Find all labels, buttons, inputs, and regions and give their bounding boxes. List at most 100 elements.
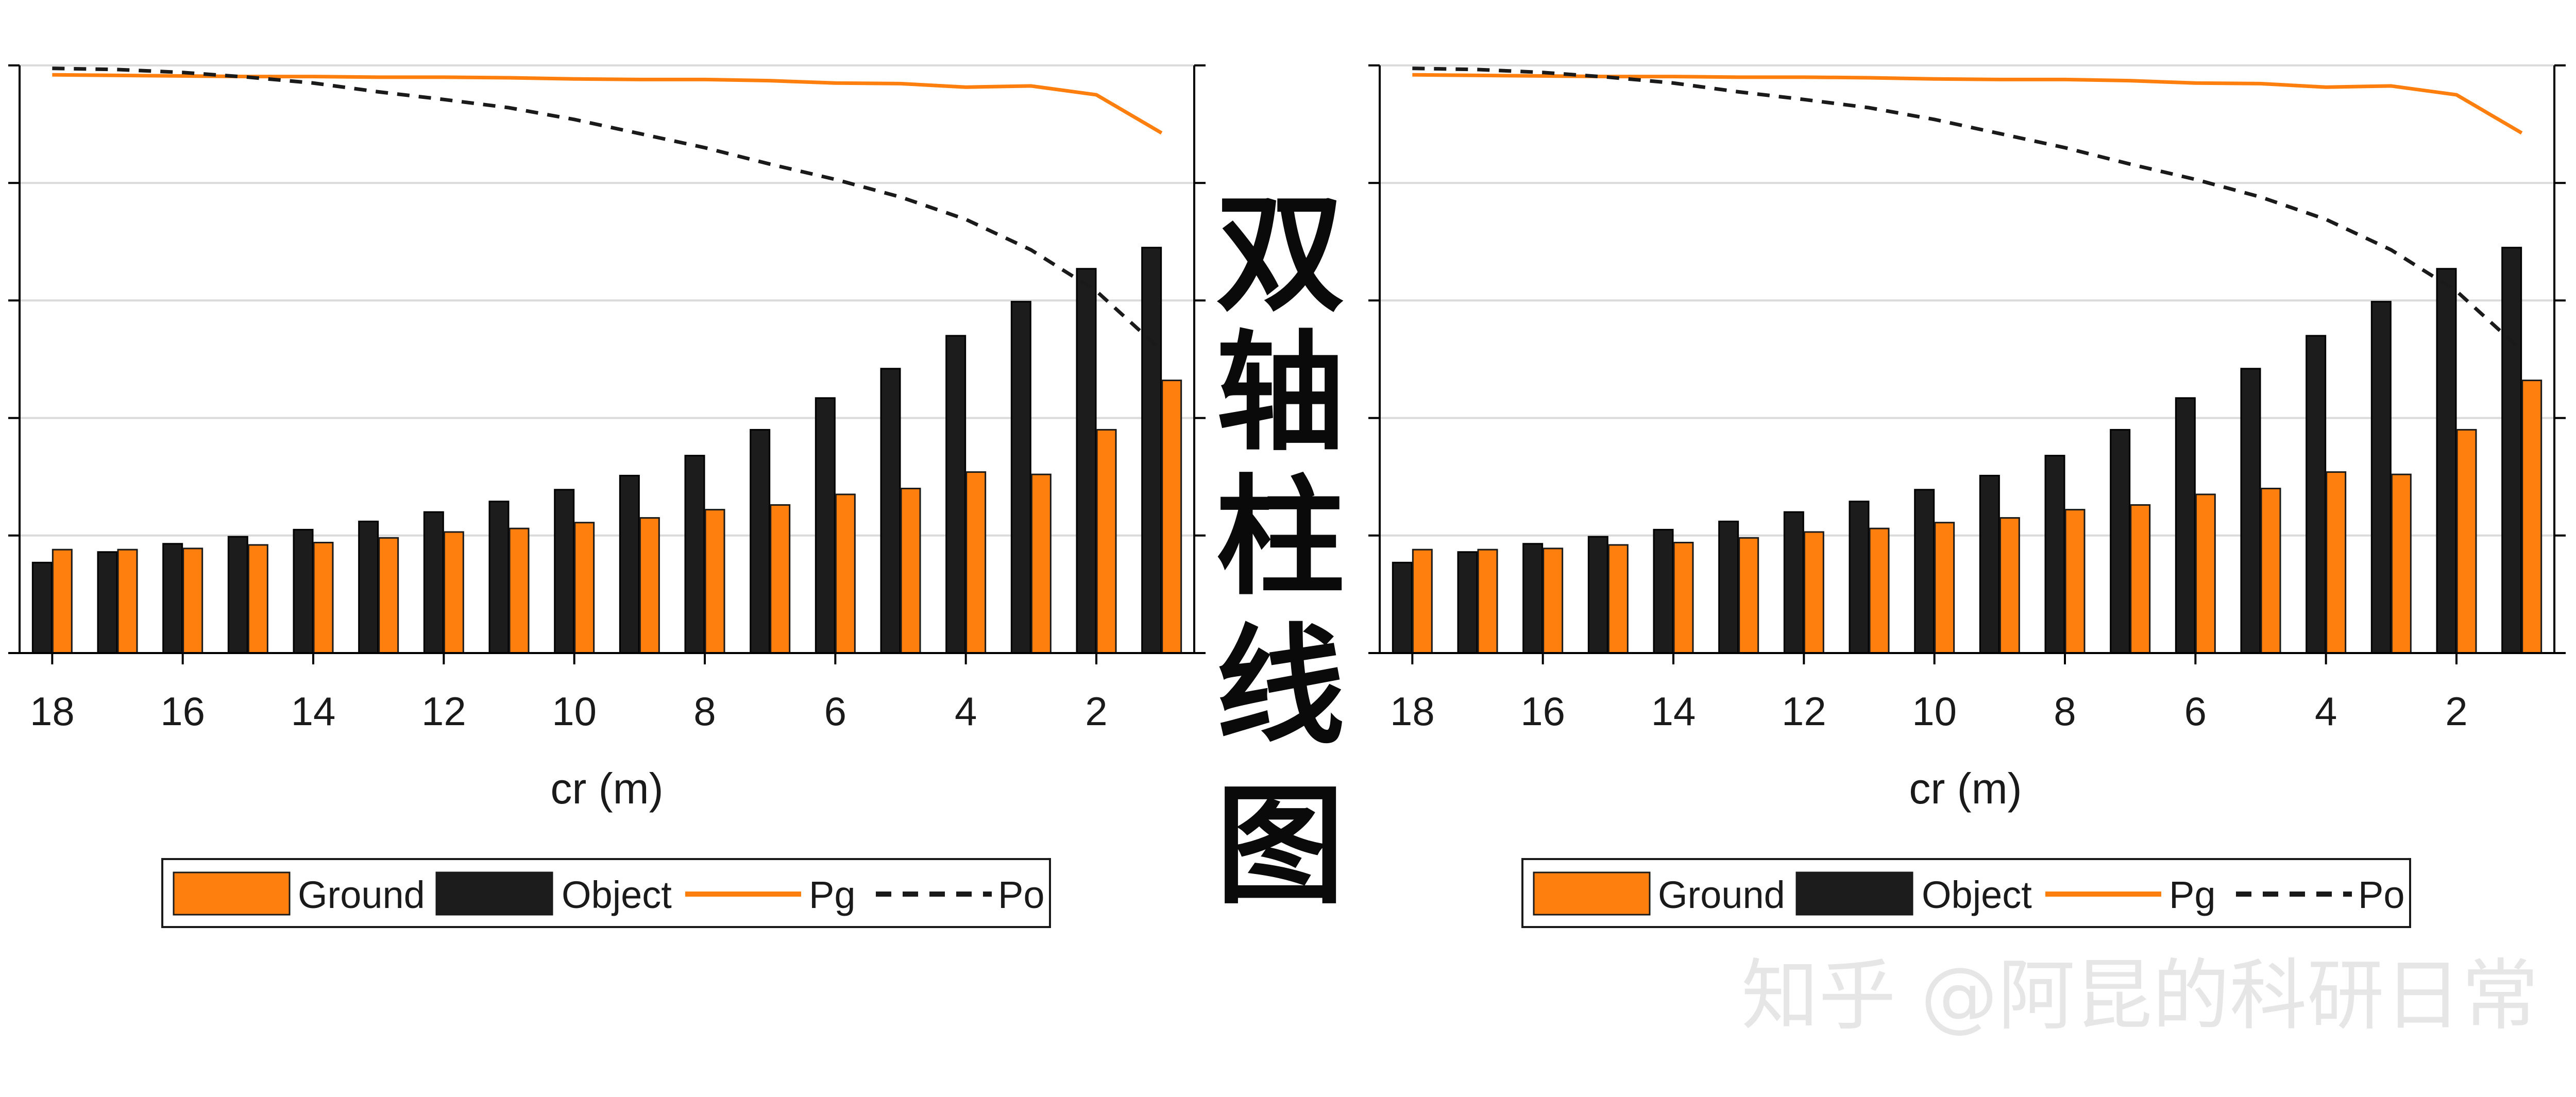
bar-ground — [900, 488, 921, 654]
line-po — [1412, 66, 2523, 352]
bar-ground — [1607, 544, 1629, 654]
bar-ground — [2195, 493, 2216, 654]
calligraphy-char-4: 线 — [1216, 610, 1345, 762]
bar-ground — [2521, 380, 2543, 654]
bar-object — [2175, 397, 2196, 654]
bar-ground — [1673, 541, 1694, 654]
x-tick-label: 2 — [2445, 689, 2467, 734]
bar-ground — [1477, 548, 1498, 654]
calligraphy-char-5: 图 — [1216, 770, 1345, 921]
bar-object — [1392, 561, 1413, 654]
x-tick-label: 18 — [30, 689, 75, 734]
x-tick-label: 8 — [2054, 689, 2076, 734]
bar-object — [1849, 501, 1870, 654]
bar-ground — [52, 548, 73, 654]
bar-object — [1718, 520, 1739, 654]
line-po — [52, 66, 1163, 352]
bar-object — [554, 489, 575, 654]
x-tick-label: 8 — [693, 689, 716, 734]
bar-object — [2501, 247, 2522, 654]
x-tick-label: 10 — [552, 689, 597, 734]
bar-object — [2370, 301, 2392, 654]
x-tick-label: 18 — [1390, 689, 1435, 734]
x-tick-label: 12 — [421, 689, 466, 734]
bar-object — [2110, 428, 2131, 654]
calligraphy-char-3: 柱 — [1216, 461, 1345, 612]
bar-ground — [639, 517, 660, 654]
bar-ground — [1738, 537, 1759, 654]
x-axis-title-left: cr (m) — [550, 764, 663, 813]
bar-ground — [378, 537, 399, 654]
bar-object — [1653, 528, 1674, 654]
chart-panel-right: 18 16 14 12 10 8 6 4 2 — [1368, 64, 2566, 734]
legend-label-pg-left: Pg — [809, 873, 856, 916]
bar-ground — [1869, 527, 1890, 654]
bar-object — [2436, 268, 2457, 654]
bar-ground — [574, 522, 595, 654]
legend-swatch-object-right — [1795, 871, 1913, 916]
legend-label-ground-left: Ground — [298, 873, 425, 916]
bar-ground — [1412, 548, 1433, 654]
bar-object — [1141, 247, 1162, 654]
bar-ground — [313, 541, 334, 654]
bar-ground — [1803, 531, 1824, 654]
bar-ground — [704, 509, 725, 654]
bar-object — [162, 543, 183, 654]
bar-ground — [2260, 488, 2281, 654]
bar-object — [1010, 301, 1031, 654]
bar-ground — [965, 471, 987, 654]
bar-object — [2044, 455, 2065, 654]
bar-object — [1783, 511, 1804, 654]
x-tick-label: 6 — [824, 689, 846, 734]
legend-label-ground-right: Ground — [1658, 873, 1785, 916]
bar-object — [2240, 368, 2261, 654]
bar-ground — [1161, 380, 1182, 654]
legend-label-object-right: Object — [1922, 873, 2032, 916]
legend-label-po-left: Po — [998, 873, 1045, 916]
bar-object — [1979, 474, 2000, 654]
bar-ground — [2130, 504, 2151, 654]
x-axis-title-right: cr (m) — [1909, 764, 2022, 813]
bar-ground — [835, 493, 856, 654]
bar-object — [293, 528, 314, 654]
legend-label-po-right: Po — [2358, 873, 2405, 916]
bar-ground — [1543, 547, 1564, 654]
bar-ground — [443, 531, 464, 654]
x-tick-label: 12 — [1782, 689, 1826, 734]
x-tick-label: 4 — [955, 689, 977, 734]
bar-object — [945, 335, 967, 654]
legend-swatch-object-left — [435, 871, 553, 916]
bar-object — [880, 368, 901, 654]
bar-object — [227, 536, 248, 654]
bar-ground — [2456, 428, 2477, 654]
bar-object — [97, 551, 118, 654]
bar-ground — [1934, 522, 1955, 654]
legend-right: Ground Object Pg Po — [1521, 858, 2411, 928]
bar-object — [684, 455, 705, 654]
bar-ground — [182, 547, 204, 654]
x-tick-label: 16 — [160, 689, 205, 734]
bar-object — [31, 561, 53, 654]
bar-object — [2306, 335, 2327, 654]
chart-panel-left: 18 16 14 12 10 8 6 4 2 — [8, 64, 1206, 734]
bar-ground — [2064, 509, 2086, 654]
x-tick-label: 14 — [291, 689, 336, 734]
watermark-text: 知乎 @阿昆的科研日常 — [1741, 951, 2539, 1041]
calligraphy-title: 双 轴 柱 线 图 — [1216, 178, 1345, 921]
bar-object — [423, 511, 444, 654]
bar-object — [358, 520, 379, 654]
bar-object — [1457, 551, 1478, 654]
x-tick-label: 6 — [2184, 689, 2207, 734]
bar-ground — [1030, 473, 1052, 654]
bar-object — [619, 474, 640, 654]
bar-ground — [1999, 517, 2020, 654]
bar-object — [1076, 268, 1097, 654]
bar-ground — [1096, 428, 1117, 654]
x-tick-label: 10 — [1912, 689, 1957, 734]
bar-ground — [770, 504, 791, 654]
bar-object — [1587, 536, 1608, 654]
legend-label-object-left: Object — [562, 873, 672, 916]
bar-object — [1522, 543, 1544, 654]
calligraphy-char-2: 轴 — [1216, 317, 1345, 468]
